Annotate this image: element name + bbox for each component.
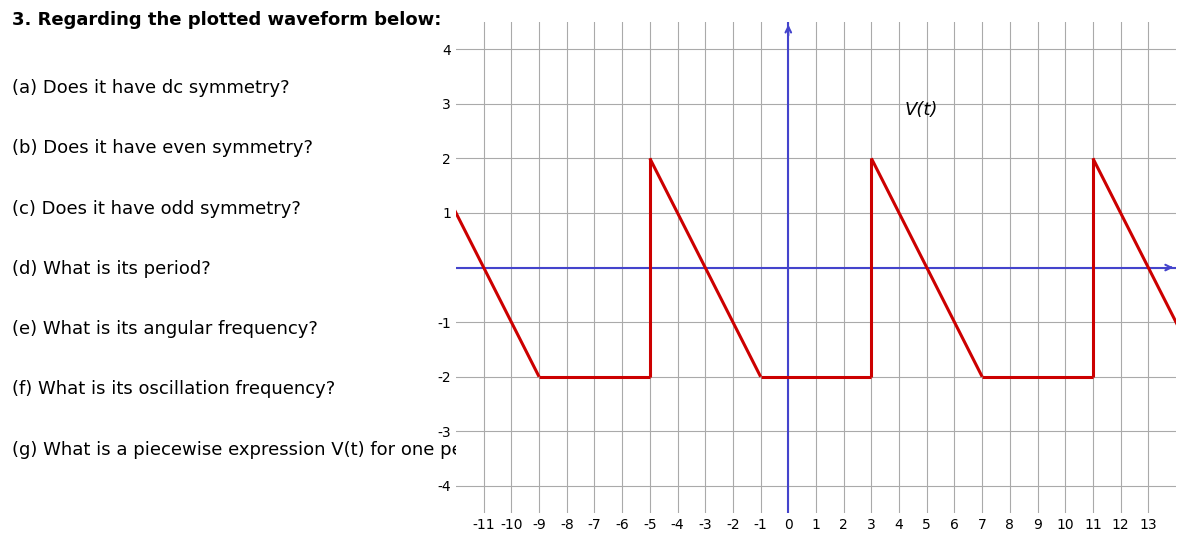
Text: (f) What is its oscillation frequency?: (f) What is its oscillation frequency? bbox=[12, 381, 335, 399]
Text: (b) Does it have even symmetry?: (b) Does it have even symmetry? bbox=[12, 139, 313, 157]
Text: V(t): V(t) bbox=[905, 100, 938, 118]
Text: (a) Does it have dc symmetry?: (a) Does it have dc symmetry? bbox=[12, 79, 289, 97]
Text: (e) What is its angular frequency?: (e) What is its angular frequency? bbox=[12, 320, 318, 338]
Text: 3. Regarding the plotted waveform below:: 3. Regarding the plotted waveform below: bbox=[12, 11, 442, 29]
Text: (g) What is a piecewise expression V(t) for one period?: (g) What is a piecewise expression V(t) … bbox=[12, 441, 508, 459]
Text: (c) Does it have odd symmetry?: (c) Does it have odd symmetry? bbox=[12, 200, 301, 218]
Text: (d) What is its period?: (d) What is its period? bbox=[12, 260, 211, 278]
